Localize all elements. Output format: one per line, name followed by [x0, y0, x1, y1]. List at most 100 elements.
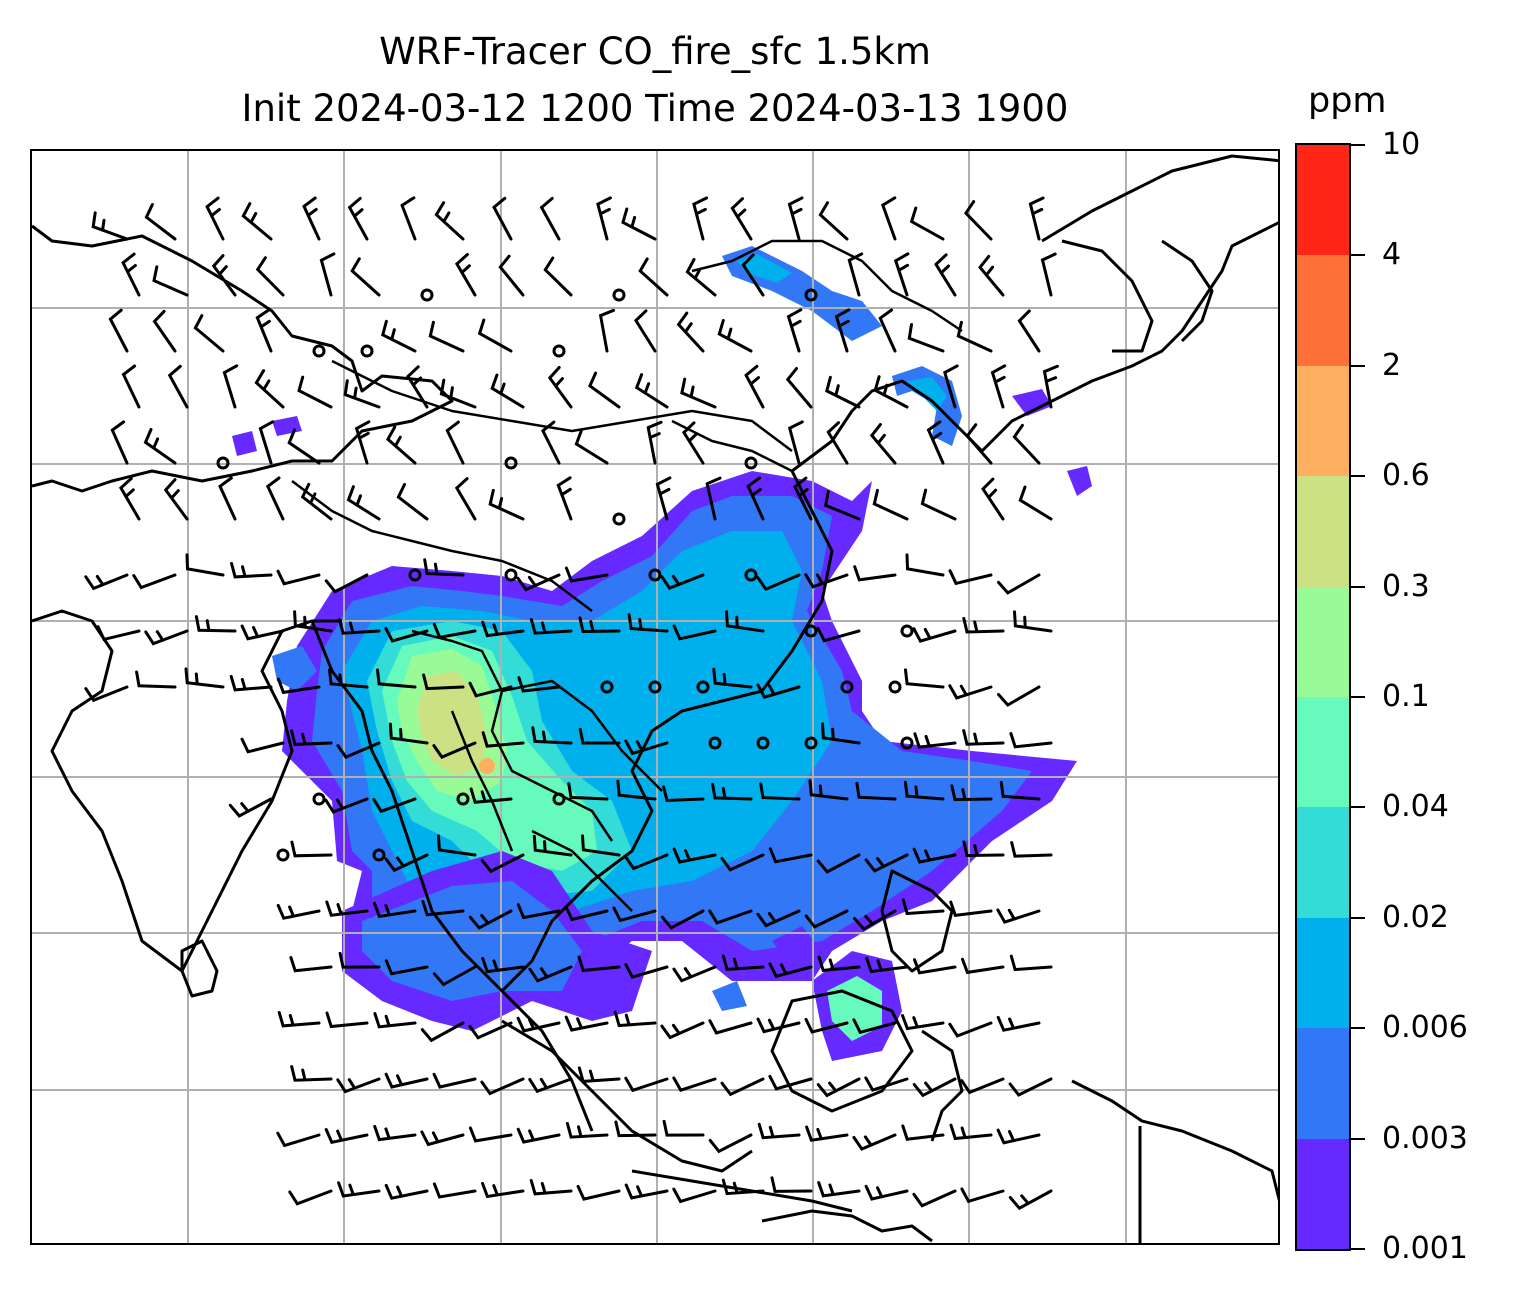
wind-barb — [624, 853, 669, 871]
wind-barb — [384, 853, 429, 873]
wind-barb — [346, 485, 381, 521]
colorbar-tick-label: 0.02 — [1382, 899, 1449, 935]
wind-barb — [384, 1183, 429, 1200]
plume-south-small — [712, 981, 747, 1011]
wind-barb — [373, 1012, 417, 1029]
calm-wind-circle — [504, 568, 518, 582]
wind-barb — [432, 622, 477, 639]
wind-barbs — [84, 196, 1059, 1211]
calm-wind-circle — [804, 624, 818, 638]
wind-barb — [634, 373, 669, 409]
wind-barb — [825, 375, 861, 409]
wind-barb — [576, 1184, 621, 1201]
wind-barb — [211, 254, 237, 297]
wind-barb — [913, 958, 957, 975]
wind-barb — [725, 610, 765, 633]
coastline-north — [1041, 154, 1278, 243]
wind-barb — [756, 909, 801, 928]
plot-title-line2: Init 2024-03-12 1200 Time 2024-03-13 190… — [241, 87, 1069, 130]
colorbar-segment — [1297, 806, 1349, 918]
wind-barb — [185, 553, 225, 577]
wind-barb — [287, 428, 321, 465]
plume-west-1 — [272, 646, 317, 691]
wind-barb — [624, 963, 669, 979]
wind-barb — [1018, 485, 1053, 521]
wind-barb — [672, 847, 717, 864]
co-tracer-contours — [232, 246, 1092, 1061]
calm-wind-circle — [696, 680, 710, 694]
wind-barb — [596, 196, 612, 241]
wind-barb — [997, 685, 1041, 707]
wind-barb — [469, 787, 513, 804]
wind-barb — [319, 252, 336, 297]
wind-barb — [904, 668, 945, 689]
wind-barb — [437, 834, 477, 857]
colorbar-tick-label: 0.006 — [1382, 1010, 1468, 1046]
wind-barb — [276, 903, 321, 920]
wind-barb — [336, 741, 381, 759]
calm-wind-circle — [840, 680, 854, 694]
wind-barb — [787, 420, 804, 465]
calm-wind-circle — [900, 624, 914, 638]
wind-barb — [948, 684, 993, 700]
wind-barb — [516, 1016, 561, 1033]
calm-wind-circle — [420, 288, 434, 302]
wind-barb — [255, 256, 285, 297]
colorbar-segment — [1297, 917, 1349, 1029]
wind-barb — [481, 956, 525, 974]
coastline-sulawesi — [921, 1029, 964, 1142]
calm-wind-circle — [456, 792, 470, 806]
wind-barb — [108, 308, 129, 353]
wind-barb — [770, 1176, 813, 1193]
calm-wind-circle — [408, 568, 422, 582]
wind-barb — [490, 373, 525, 409]
wind-barb — [84, 573, 129, 591]
wind-barb — [826, 421, 849, 465]
wind-barb — [468, 909, 513, 930]
calm-wind-circle — [900, 736, 914, 750]
wind-barb — [144, 629, 189, 646]
wind-barb — [721, 954, 765, 971]
border-6 — [291, 480, 593, 612]
border-2 — [501, 679, 663, 792]
wind-barb — [662, 785, 705, 803]
border-1 — [411, 629, 614, 842]
wind-barb — [655, 476, 672, 521]
wind-barb — [564, 905, 609, 922]
wind-barb — [746, 476, 765, 521]
wind-barb — [907, 323, 945, 353]
calm-wind-circle — [552, 344, 566, 358]
calm-wind-circle — [756, 736, 770, 750]
calm-wind-circle — [612, 512, 626, 526]
wind-barb — [347, 196, 369, 241]
colorbar-tick-label: 0.001 — [1382, 1231, 1468, 1266]
wind-barb — [624, 1183, 669, 1200]
colorbar-tick — [1351, 1248, 1365, 1250]
calm-wind-circle — [504, 456, 518, 470]
wind-barb — [193, 314, 225, 353]
wind-barb — [613, 1010, 657, 1028]
wind-barb — [662, 1119, 705, 1137]
colorbar-tick — [1351, 806, 1365, 809]
wind-barb — [578, 616, 621, 634]
calm-wind-circle — [276, 848, 290, 862]
wind-barb — [818, 201, 849, 241]
wind-barb — [373, 901, 417, 919]
wind-barb — [222, 364, 239, 409]
wind-barb — [705, 476, 722, 521]
wind-barb — [741, 253, 765, 297]
plume-north-4 — [1067, 466, 1092, 496]
wind-barb — [893, 252, 910, 297]
wind-barb — [834, 308, 851, 353]
wind-barb — [660, 573, 705, 591]
colorbar-segment — [1297, 145, 1349, 256]
wind-barb — [759, 782, 801, 801]
wind-barb — [384, 959, 429, 976]
plume-peak — [479, 758, 495, 774]
colorbar-segment — [1297, 586, 1349, 697]
wind-barb — [708, 909, 753, 925]
colorbar-tick-label: 0.003 — [1382, 1120, 1468, 1156]
wind-barb — [289, 956, 333, 973]
wind-barb — [1040, 252, 1057, 297]
calm-wind-circle — [372, 848, 386, 862]
